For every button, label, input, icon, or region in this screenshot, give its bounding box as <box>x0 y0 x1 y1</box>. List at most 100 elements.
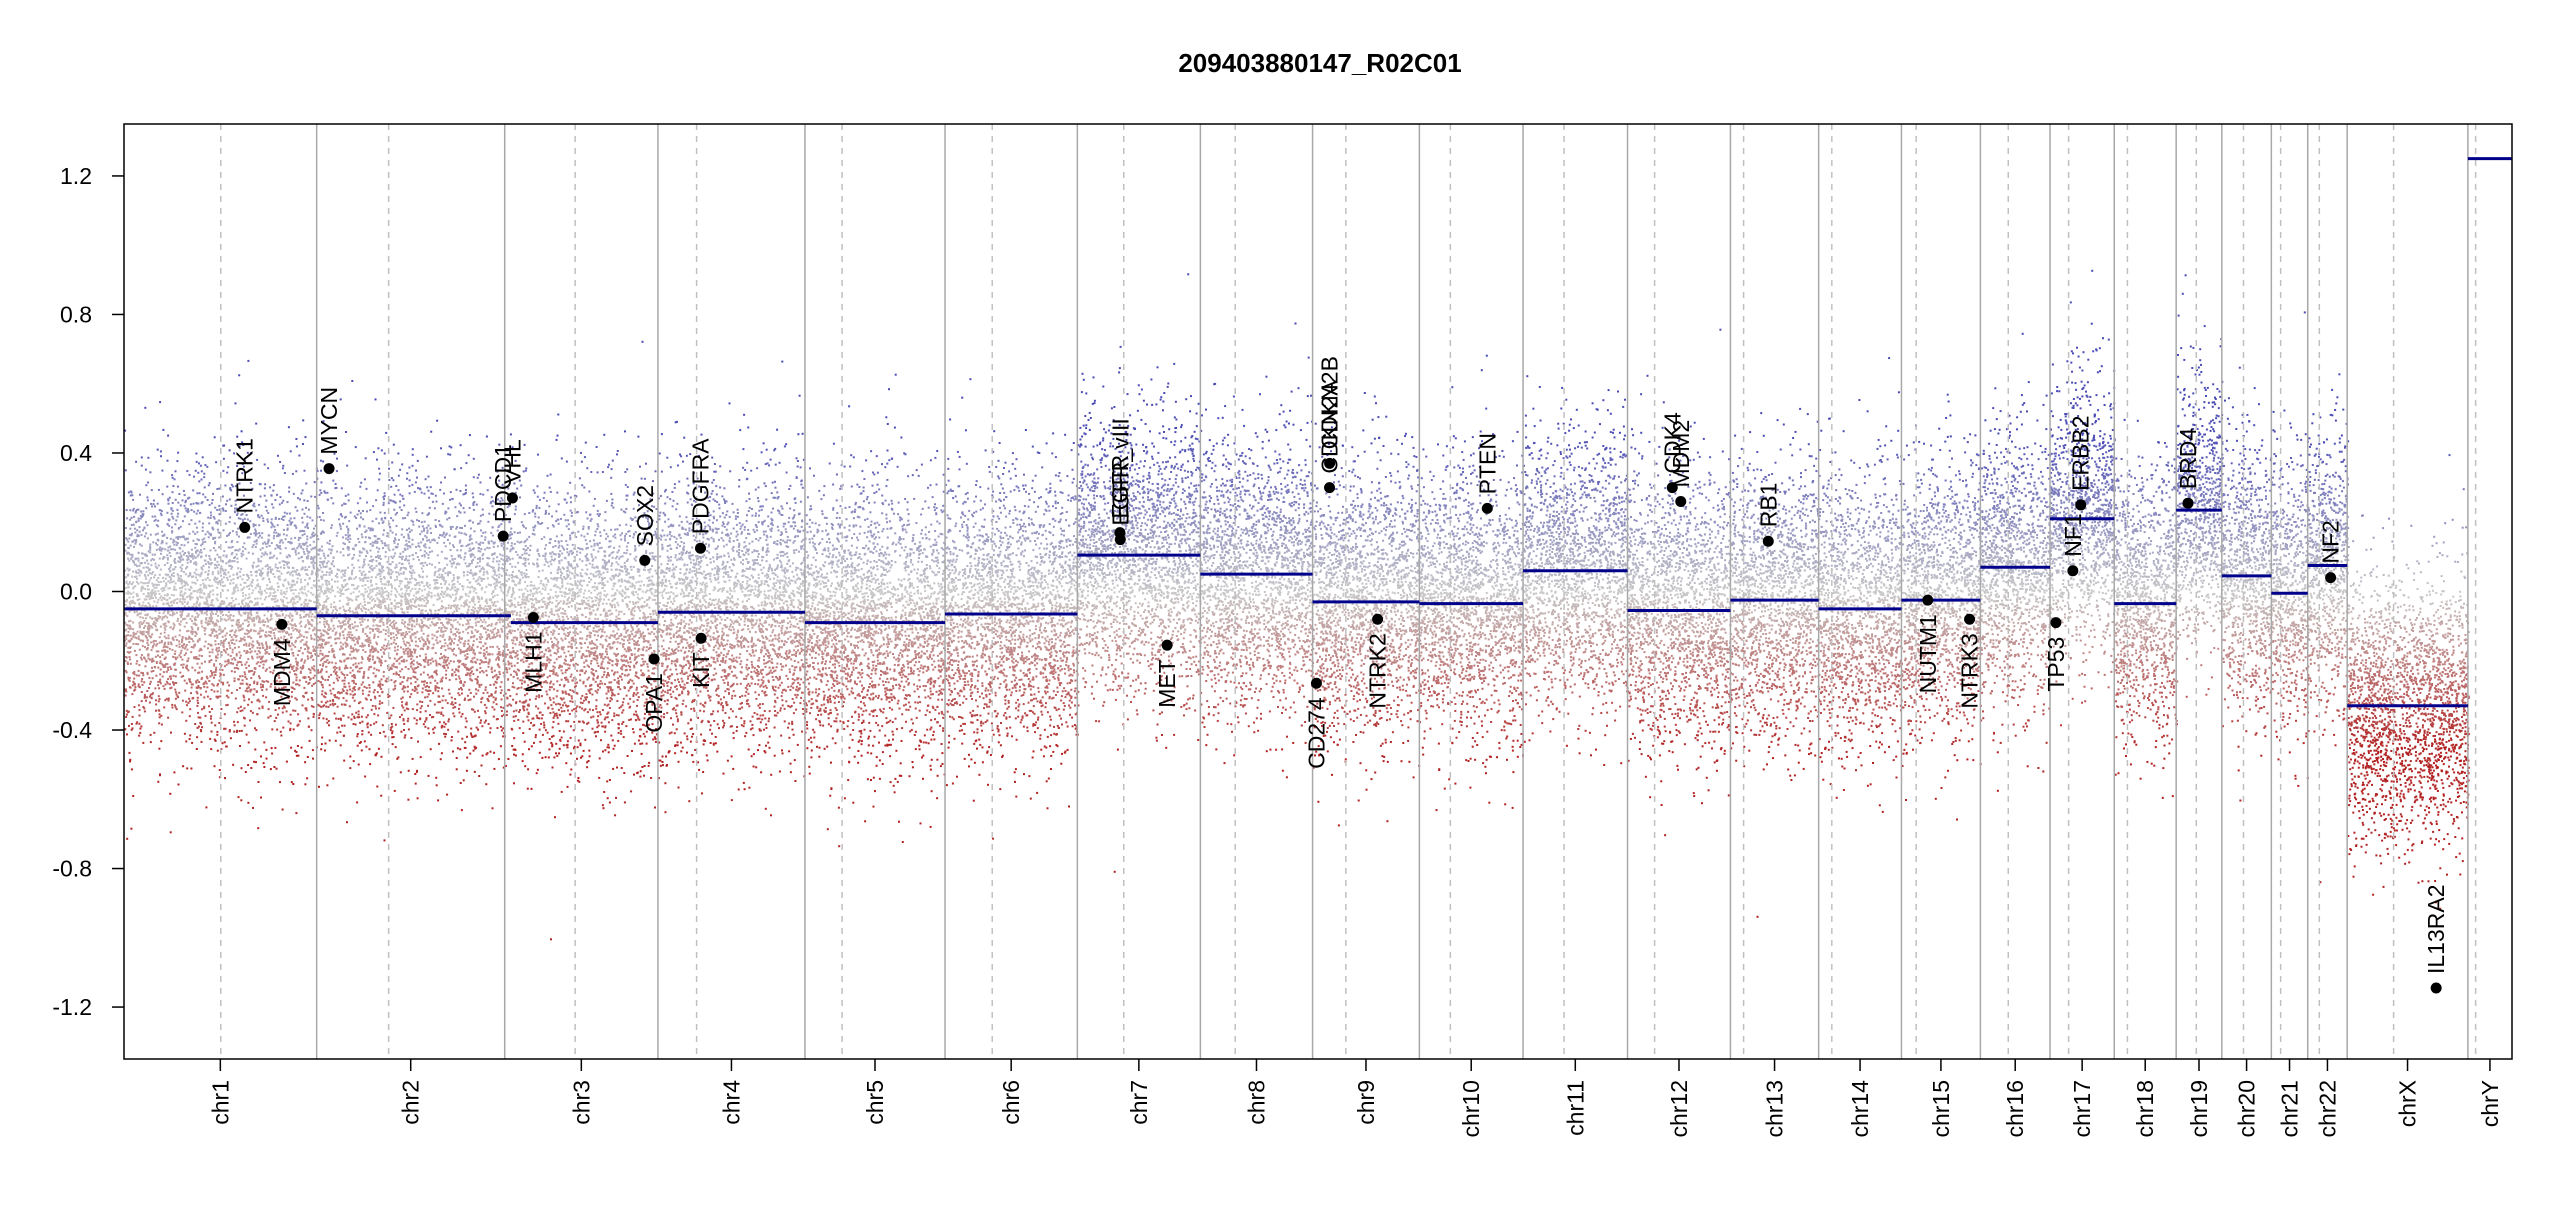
probe-point <box>364 651 367 653</box>
probe-point <box>372 620 375 623</box>
probe-point <box>179 557 181 560</box>
probe-point <box>276 567 279 569</box>
probe-point <box>131 601 134 604</box>
probe-point <box>158 716 161 719</box>
probe-point <box>167 669 170 671</box>
probe-point <box>173 704 176 707</box>
probe-point <box>245 644 248 647</box>
probe-point <box>294 623 296 626</box>
probe-point <box>178 634 181 637</box>
probe-point <box>468 601 471 604</box>
probe-point <box>197 573 200 576</box>
probe-point <box>343 516 346 519</box>
probe-point <box>140 691 143 693</box>
probe-point <box>225 745 228 748</box>
probe-point <box>464 726 467 729</box>
probe-point <box>149 471 152 474</box>
probe-point <box>350 577 353 580</box>
probe-point <box>304 614 307 616</box>
probe-point <box>255 761 257 764</box>
probe-point <box>167 604 170 607</box>
probe-point <box>157 780 160 783</box>
probe-point <box>300 616 303 619</box>
probe-point <box>161 649 164 652</box>
probe-point <box>170 594 173 596</box>
probe-point <box>328 724 330 727</box>
probe-point <box>372 681 375 684</box>
probe-point <box>478 616 481 619</box>
probe-point <box>386 621 389 624</box>
probe-point <box>286 690 289 693</box>
probe-point <box>270 542 273 544</box>
probe-point <box>284 561 287 564</box>
probe-point <box>146 641 149 644</box>
probe-point <box>485 570 488 573</box>
probe-point <box>146 639 149 642</box>
probe-point <box>291 580 294 583</box>
probe-point <box>364 603 366 606</box>
probe-point <box>326 623 329 625</box>
probe-point <box>414 481 417 484</box>
probe-point <box>133 677 136 680</box>
probe-point <box>258 516 261 519</box>
probe-point <box>400 596 403 598</box>
probe-point <box>418 587 421 590</box>
probe-point <box>313 562 316 564</box>
probe-point <box>200 610 203 613</box>
probe-point <box>282 519 285 521</box>
probe-point <box>300 634 303 637</box>
probe-point <box>235 639 238 642</box>
probe-point <box>148 701 151 704</box>
probe-point <box>344 641 347 644</box>
probe-point <box>464 654 467 657</box>
probe-point <box>364 775 367 778</box>
probe-point <box>188 641 191 643</box>
probe-point <box>175 639 178 641</box>
probe-point <box>279 566 282 569</box>
probe-point <box>185 621 188 624</box>
probe-point <box>180 616 183 618</box>
probe-point <box>268 534 271 537</box>
probe-point <box>276 642 279 645</box>
probe-point <box>374 611 377 614</box>
probe-point <box>179 580 181 583</box>
probe-point <box>151 657 154 660</box>
probe-point <box>247 631 250 634</box>
probe-point <box>251 566 254 569</box>
probe-point <box>180 612 183 615</box>
probe-point <box>395 525 398 527</box>
probe-point <box>314 681 317 684</box>
probe-point <box>336 637 339 640</box>
probe-point <box>210 620 212 623</box>
probe-point <box>229 564 232 567</box>
probe-point <box>189 596 192 599</box>
probe-point <box>197 702 200 704</box>
probe-point <box>239 506 242 509</box>
probe-point <box>167 612 170 615</box>
probe-point <box>320 613 323 616</box>
probe-point <box>469 569 472 572</box>
probe-point <box>403 736 406 739</box>
probe-point <box>204 680 207 683</box>
probe-point <box>236 729 238 732</box>
probe-point <box>382 504 385 506</box>
probe-point <box>225 651 227 654</box>
probe-point <box>372 598 375 601</box>
probe-point <box>244 611 247 614</box>
probe-point <box>311 519 314 522</box>
probe-point <box>159 512 162 515</box>
probe-point <box>203 645 206 648</box>
probe-point <box>185 700 188 703</box>
probe-point <box>311 571 314 574</box>
probe-point <box>259 647 261 650</box>
probe-point <box>289 601 292 604</box>
probe-point <box>170 668 173 670</box>
probe-point <box>361 642 364 645</box>
probe-point <box>304 761 307 764</box>
probe-point <box>153 621 156 623</box>
probe-point <box>169 566 172 569</box>
probe-point <box>163 594 166 597</box>
probe-point <box>204 563 207 565</box>
probe-point <box>200 566 203 569</box>
probe-point <box>232 591 235 594</box>
